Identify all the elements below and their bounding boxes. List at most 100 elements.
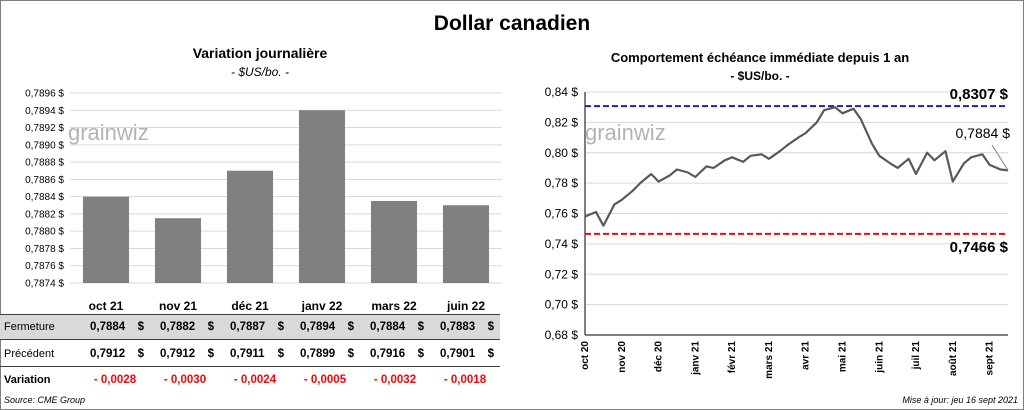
y-tick-label: 0,7896 $ bbox=[25, 89, 64, 100]
category-label: juin 22 bbox=[446, 299, 485, 312]
table-cell: 0,7901 $ bbox=[430, 348, 500, 360]
x-tick-label: sept 21 bbox=[985, 341, 996, 376]
cell-currency: $ bbox=[207, 321, 214, 333]
table-row-precedent: Précédent 0,7912 $0,7912 $0,7911 $0,7899 $0,… bbox=[0, 341, 500, 367]
y-tick-label: 0,72 $ bbox=[545, 267, 579, 281]
left-chart-title: Variation journalière bbox=[192, 45, 328, 61]
cell-currency: $ bbox=[137, 321, 144, 333]
category-label: déc 21 bbox=[231, 299, 269, 312]
cell-value: 0,7882 bbox=[160, 321, 196, 333]
y-tick-label: 0,80 $ bbox=[545, 146, 579, 160]
table-cell: 0,7911 $ bbox=[220, 348, 290, 360]
y-tick-label: 0,7890 $ bbox=[25, 140, 64, 151]
cell-currency: $ bbox=[417, 347, 424, 360]
category-label: oct 21 bbox=[89, 299, 124, 312]
bar bbox=[154, 218, 202, 283]
bar bbox=[442, 205, 490, 283]
bar bbox=[82, 196, 130, 283]
table-cell: 0,7887 $ bbox=[220, 321, 290, 333]
cell-currency: $ bbox=[347, 321, 354, 333]
table-row-fermeture: Fermeture 0,7884 $0,7882 $0,7887 $0,7894 $0,… bbox=[0, 314, 500, 340]
cell-value: 0,7901 bbox=[440, 347, 476, 360]
y-tick-label: 0,7886 $ bbox=[25, 175, 64, 186]
category-label: mars 22 bbox=[371, 299, 417, 312]
x-tick-label: avr 21 bbox=[801, 341, 812, 370]
cell-value: 0,7912 bbox=[90, 347, 126, 360]
bar bbox=[298, 110, 346, 283]
cell-value: 0,7884 bbox=[90, 321, 126, 333]
x-tick-label: déc 20 bbox=[654, 341, 665, 373]
cell-currency: $ bbox=[347, 347, 354, 360]
page-title: Dollar canadien bbox=[433, 12, 591, 35]
cell-value: 0,7883 bbox=[440, 321, 476, 333]
y-tick-label: 0,7888 $ bbox=[25, 158, 64, 169]
right-chart-unit: - $US/bo. - bbox=[730, 69, 790, 83]
y-tick-label: 0,7880 $ bbox=[25, 227, 64, 238]
x-tick-label: mai 21 bbox=[837, 341, 848, 373]
x-tick-label: juin 21 bbox=[874, 341, 885, 374]
table-cell: 0,7894 $ bbox=[290, 321, 360, 333]
left-chart-unit: - $US/bo. - bbox=[230, 65, 290, 79]
table-cell: - 0,0005 bbox=[290, 374, 360, 386]
table-cell: 0,7899 $ bbox=[290, 348, 360, 360]
table-cell: 0,7884 $ bbox=[360, 321, 430, 333]
cell-currency: $ bbox=[487, 347, 494, 360]
y-tick-label: 0,7884 $ bbox=[25, 192, 64, 203]
table-cell: 0,7912 $ bbox=[150, 348, 220, 360]
high-value-label: 0,8307 $ bbox=[950, 86, 1009, 103]
price-line bbox=[584, 106, 1009, 227]
table-cell: 0,7912 $ bbox=[80, 348, 150, 360]
last-value-leader bbox=[991, 144, 1009, 171]
category-label: janv 22 bbox=[301, 299, 343, 312]
x-tick-label: nov 20 bbox=[617, 341, 628, 373]
cell-value: 0,7887 bbox=[230, 321, 266, 333]
cell-currency: $ bbox=[487, 321, 494, 333]
category-label: nov 21 bbox=[159, 299, 197, 312]
table-cell: - 0,0018 bbox=[430, 374, 500, 386]
y-tick-label: 0,68 $ bbox=[545, 328, 579, 342]
right-chart-title: Comportement échéance immédiate depuis 1… bbox=[610, 50, 910, 65]
x-tick-label: janv 21 bbox=[690, 341, 701, 376]
cell-currency: $ bbox=[277, 321, 284, 333]
low-value-label: 0,7466 $ bbox=[950, 239, 1009, 256]
cell-currency: $ bbox=[417, 321, 424, 333]
y-tick-label: 0,76 $ bbox=[545, 207, 579, 221]
bar bbox=[226, 170, 274, 283]
cell-value: 0,7911 bbox=[230, 347, 265, 360]
y-tick-label: 0,7876 $ bbox=[25, 261, 64, 272]
cell-value: 0,7884 bbox=[370, 321, 406, 333]
grainwiz-watermark: grainwiz bbox=[68, 120, 149, 145]
table-cell: 0,7916 $ bbox=[360, 348, 430, 360]
y-tick-label: 0,70 $ bbox=[545, 298, 579, 312]
table-cell: - 0,0028 bbox=[80, 374, 150, 386]
table-cell: 0,7884 $ bbox=[80, 321, 150, 333]
x-tick-label: févr 21 bbox=[727, 341, 738, 374]
line-chart: 0,68 $ 0,70 $ 0,72 $ 0,74 $ 0,76 $ 0,78 $ 0,80… bbox=[545, 85, 1011, 379]
y-tick-label: 0,74 $ bbox=[545, 237, 579, 251]
cell-value: 0,7916 bbox=[370, 347, 406, 360]
bar bbox=[370, 200, 418, 283]
table-cell: 0,7882 $ bbox=[150, 321, 220, 333]
x-tick-label: mars 21 bbox=[764, 341, 775, 379]
bar-chart: 0,7874 $ 0,7876 $ 0,7878 $ 0,7880 $ 0,7882 $… bbox=[25, 89, 502, 312]
row-label-precedent: Précédent bbox=[4, 347, 55, 360]
last-value-label: 0,7884 $ bbox=[956, 125, 1011, 141]
cell-value: 0,7912 bbox=[160, 347, 196, 360]
y-tick-label: 0,84 $ bbox=[545, 85, 579, 99]
cell-value: 0,7894 bbox=[300, 321, 336, 333]
cell-value: - 0,0032 bbox=[373, 374, 417, 386]
y-tick-label: 0,82 $ bbox=[545, 115, 579, 129]
table-row-variation: Variation - 0,0028 - 0,0030 - 0,0024 - 0,00… bbox=[0, 367, 500, 393]
cell-currency: $ bbox=[207, 347, 214, 360]
y-tick-label: 0,7874 $ bbox=[25, 279, 64, 290]
cell-currency: $ bbox=[277, 347, 284, 360]
y-tick-label: 0,7882 $ bbox=[25, 209, 64, 220]
row-label-variation: Variation bbox=[4, 374, 51, 386]
table-cell: 0,7883 $ bbox=[430, 321, 500, 333]
cell-value: - 0,0024 bbox=[233, 374, 277, 386]
table-cell: - 0,0032 bbox=[360, 374, 430, 386]
x-tick-label: oct 20 bbox=[580, 341, 591, 370]
cell-value: - 0,0028 bbox=[93, 374, 137, 386]
cell-value: - 0,0005 bbox=[303, 374, 347, 386]
x-tick-label: juil 21 bbox=[911, 341, 922, 371]
